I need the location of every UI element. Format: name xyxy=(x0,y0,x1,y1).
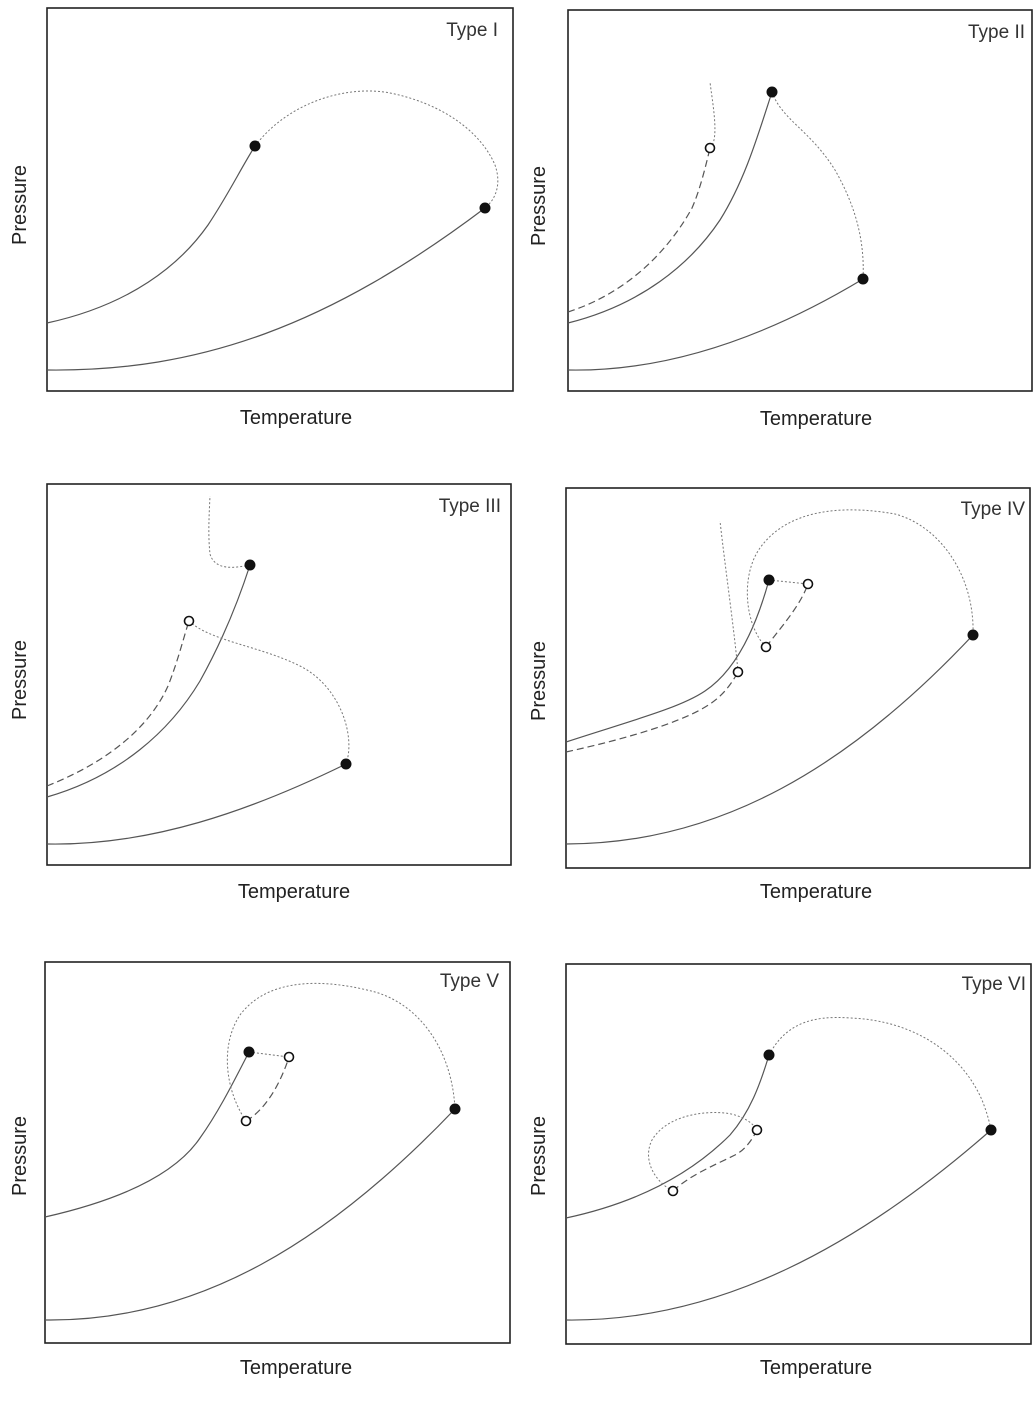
panel-type-2: Type II Temperature Pressure xyxy=(520,0,1033,460)
phase-diagram-type-5: Type V Temperature Pressure xyxy=(9,961,511,1379)
upper-critical-endpoint xyxy=(183,615,195,627)
lower-critical-endpoint xyxy=(667,1185,679,1197)
upper-critical-endpoint xyxy=(704,142,716,154)
critical-endpoint-llv xyxy=(732,666,744,678)
vapor-pressure-curve-light xyxy=(46,207,486,371)
plot-frame xyxy=(44,961,511,1344)
critical-point-heavy xyxy=(249,140,261,152)
panel-type-3: Type III Temperature Pressure xyxy=(0,476,516,936)
critical-locus xyxy=(768,1017,992,1131)
type-label: Type VI xyxy=(962,974,1026,995)
vapor-pressure-curve-heavy xyxy=(567,91,773,324)
x-axis-label: Temperature xyxy=(240,407,352,429)
critical-point-light xyxy=(479,202,491,214)
llv-three-phase-line xyxy=(46,620,190,787)
phase-diagram-type-2: Type II Temperature Pressure xyxy=(528,9,1033,430)
critical-point-heavy xyxy=(763,574,775,586)
critical-point-light xyxy=(857,273,869,285)
critical-point-light xyxy=(985,1124,997,1136)
upper-critical-endpoint xyxy=(751,1124,763,1136)
vapor-pressure-curve-light xyxy=(44,1108,456,1321)
x-axis-label: Temperature xyxy=(760,1357,872,1379)
tie-line-upper xyxy=(768,579,809,585)
vapor-pressure-curve-light xyxy=(565,1129,992,1321)
upper-critical-endpoint xyxy=(283,1051,295,1063)
critical-locus xyxy=(254,90,499,209)
critical-locus-upper xyxy=(208,495,251,568)
type-label: Type III xyxy=(439,496,501,517)
critical-point-heavy xyxy=(763,1049,775,1061)
plot-frame xyxy=(565,963,1032,1345)
x-axis-label: Temperature xyxy=(760,881,872,903)
critical-point-heavy xyxy=(766,86,778,98)
vapor-pressure-curve-heavy xyxy=(565,579,770,743)
critical-point-heavy xyxy=(243,1046,255,1058)
panel-type-1: Type I Temperature Pressure xyxy=(0,0,516,460)
lower-critical-endpoint xyxy=(240,1115,252,1127)
upper-critical-endpoint xyxy=(802,578,814,590)
lcep-locus xyxy=(719,520,739,673)
vapor-pressure-curve-light xyxy=(565,634,974,845)
y-axis-label: Pressure xyxy=(528,641,550,721)
vapor-pressure-curve-light xyxy=(46,763,347,845)
y-axis-label: Pressure xyxy=(9,165,31,245)
plot-frame xyxy=(567,9,1033,392)
phase-diagram-type-6: Type VI Temperature Pressure xyxy=(528,963,1032,1379)
critical-locus xyxy=(746,509,974,648)
y-axis-label: Pressure xyxy=(9,1116,31,1196)
llv-three-phase-line-lower xyxy=(565,671,739,753)
critical-point-light xyxy=(340,758,352,770)
critical-locus-lower xyxy=(188,620,350,765)
vapor-pressure-curve-light xyxy=(567,278,864,371)
y-axis-label: Pressure xyxy=(9,640,31,720)
critical-point-light xyxy=(967,629,979,641)
llv-three-phase-line xyxy=(672,1129,758,1192)
x-axis-label: Temperature xyxy=(238,881,350,903)
panel-type-6: Type VI Temperature Pressure xyxy=(520,950,1033,1410)
x-axis-label: Temperature xyxy=(240,1357,352,1379)
plot-frame xyxy=(46,483,512,866)
panel-type-5: Type V Temperature Pressure xyxy=(0,950,516,1410)
critical-point-heavy xyxy=(244,559,256,571)
y-axis-label: Pressure xyxy=(528,1116,550,1196)
lower-critical-endpoint xyxy=(760,641,772,653)
lcep-locus xyxy=(709,81,716,149)
vapor-pressure-curve-heavy xyxy=(44,1051,250,1218)
x-axis-label: Temperature xyxy=(760,408,872,430)
llv-three-phase-line xyxy=(567,147,711,313)
critical-point-light xyxy=(449,1103,461,1115)
vapor-pressure-curve-heavy xyxy=(565,1054,770,1219)
tie-line-upper xyxy=(248,1051,290,1058)
type-label: Type I xyxy=(446,20,498,41)
phase-diagram-type-4: Type IV Temperature Pressure xyxy=(528,487,1031,903)
llv-three-phase-line-upper xyxy=(765,583,809,648)
vapor-pressure-curve-heavy xyxy=(46,145,256,324)
phase-diagram-type-1: Type I Temperature Pressure xyxy=(9,7,514,429)
plot-frame xyxy=(565,487,1031,869)
panel-type-4: Type IV Temperature Pressure xyxy=(520,476,1033,936)
vapor-pressure-curve-heavy xyxy=(46,564,251,798)
phase-diagram-type-3: Type III Temperature Pressure xyxy=(9,483,512,903)
critical-locus xyxy=(226,982,456,1122)
type-label: Type V xyxy=(440,971,499,992)
y-axis-label: Pressure xyxy=(528,166,550,246)
critical-locus xyxy=(771,91,864,280)
plot-frame xyxy=(46,7,514,392)
llv-three-phase-line xyxy=(245,1056,290,1122)
type-label: Type IV xyxy=(961,499,1026,520)
type-label: Type II xyxy=(968,22,1025,43)
